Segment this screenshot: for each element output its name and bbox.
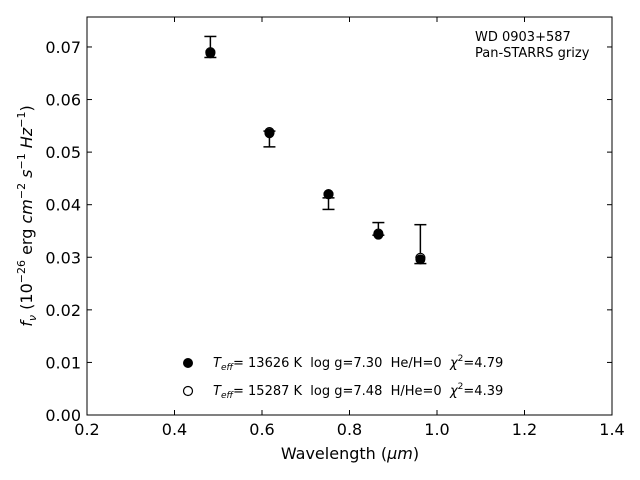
y-tick-label: 0.03 [45, 248, 81, 267]
y-axis-label: fν (10−26 erg cm−2 s−1 Hz−1) [15, 105, 39, 326]
x-tick-label: 0.2 [74, 420, 99, 439]
y-tick-label: 0.05 [45, 143, 81, 162]
y-tick-label: 0.00 [45, 406, 81, 425]
legend-entry-open: Teff= 15287 K log g=7.48 H/He=0 χ2=4.39 [213, 382, 503, 401]
x-tick-label: 1.2 [512, 420, 537, 439]
legend-marker-filled [183, 358, 193, 368]
x-tick-label: 0.8 [337, 420, 362, 439]
model-point-filled [415, 254, 426, 265]
legend-entry-filled: Teff= 13626 K log g=7.30 He/H=0 χ2=4.79 [213, 354, 503, 373]
data-markers [205, 47, 426, 265]
plot-area [86, 16, 613, 416]
annotation-survey: Pan-STARRS grizy [475, 46, 590, 61]
x-tick-label: 1.4 [599, 420, 624, 439]
y-tick-label: 0.01 [45, 353, 81, 372]
annotation-object-name: WD 0903+587 [475, 30, 571, 45]
y-tick-label: 0.02 [45, 301, 81, 320]
model-point-filled [323, 189, 334, 200]
model-point-filled [205, 48, 216, 59]
legend: Teff= 13626 K log g=7.30 He/H=0 χ2=4.79 … [182, 354, 503, 401]
y-tick-label: 0.06 [45, 91, 81, 110]
model-point-filled [373, 229, 384, 240]
model-point-filled [264, 128, 275, 139]
x-tick-label: 1.0 [424, 420, 449, 439]
x-axis-label: Wavelength (μm) [281, 444, 419, 463]
axis-ticks: 0.2 0.4 0.6 0.8 1.0 1.2 1.4 0.00 0.01 0.02 0.03 0.0… [45, 17, 625, 439]
legend-marker-open [182, 385, 194, 397]
x-tick-label: 0.6 [249, 420, 274, 439]
x-tick-label: 0.4 [162, 420, 187, 439]
y-tick-label: 0.04 [45, 196, 81, 215]
y-tick-label: 0.07 [45, 38, 81, 57]
